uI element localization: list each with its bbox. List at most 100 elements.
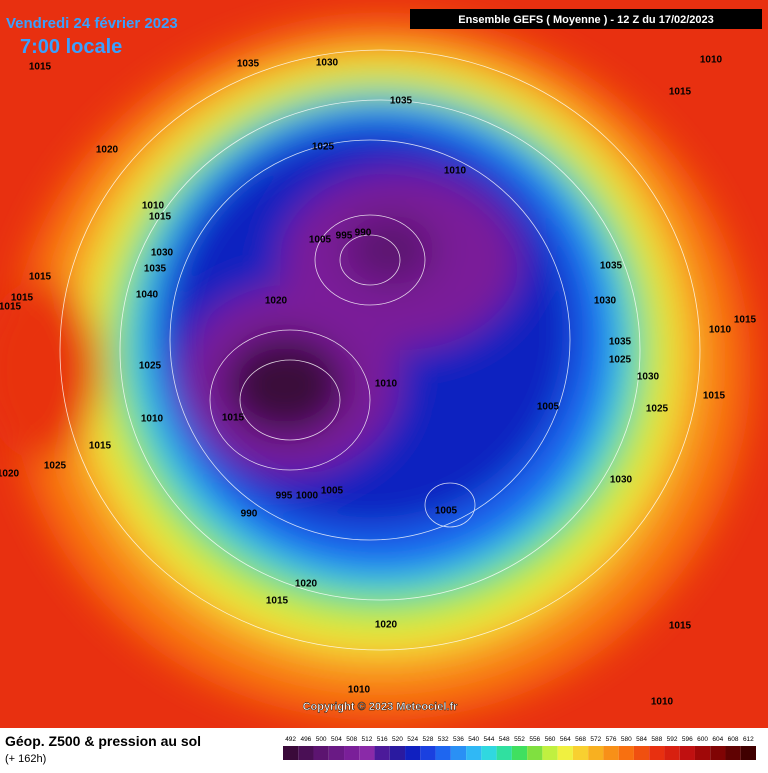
legend-label: 588 bbox=[651, 736, 662, 743]
isobar-label: 990 bbox=[355, 228, 372, 239]
legend-swatch bbox=[466, 746, 482, 760]
legend-label: 496 bbox=[300, 736, 311, 743]
legend-label: 580 bbox=[621, 736, 632, 743]
legend-label: 564 bbox=[560, 736, 571, 743]
legend-swatch bbox=[420, 746, 436, 760]
isobar-label: 1035 bbox=[600, 261, 623, 272]
isobar-label: 1010 bbox=[709, 325, 732, 336]
legend-label: 568 bbox=[575, 736, 586, 743]
legend-label: 560 bbox=[545, 736, 556, 743]
legend-swatch bbox=[618, 746, 634, 760]
legend-label: 528 bbox=[423, 736, 434, 743]
legend-label: 504 bbox=[331, 736, 342, 743]
isobar-label: 1010 bbox=[700, 55, 723, 66]
legend-swatch bbox=[283, 746, 299, 760]
legend-swatch bbox=[389, 746, 406, 760]
legend-label: 500 bbox=[316, 736, 327, 743]
isobar-label: 1010 bbox=[375, 379, 398, 390]
legend-label: 544 bbox=[484, 736, 495, 743]
geopotential-field bbox=[0, 0, 768, 728]
legend-label: 532 bbox=[438, 736, 449, 743]
legend-label: 576 bbox=[606, 736, 617, 743]
legend-label: 572 bbox=[590, 736, 601, 743]
legend-swatch bbox=[557, 746, 573, 760]
legend-swatch bbox=[633, 746, 650, 760]
isobar-label: 1015 bbox=[149, 212, 172, 223]
legend-swatch bbox=[710, 746, 726, 760]
legend-swatch bbox=[511, 746, 528, 760]
isobar-label: 1015 bbox=[11, 293, 34, 304]
isobar-label: 1020 bbox=[0, 469, 20, 480]
legend-swatch bbox=[694, 746, 711, 760]
legend-label: 552 bbox=[514, 736, 525, 743]
legend-label: 540 bbox=[468, 736, 479, 743]
legend-label: 608 bbox=[728, 736, 739, 743]
legend-label: 516 bbox=[377, 736, 388, 743]
isobar-label: 1015 bbox=[0, 302, 22, 313]
isobar-label: 1035 bbox=[609, 337, 632, 348]
isobar-label: 1015 bbox=[703, 391, 726, 402]
isobar-label: 1040 bbox=[136, 290, 159, 301]
legend-swatch bbox=[435, 746, 451, 760]
isobar-label: 1005 bbox=[537, 402, 560, 413]
isobar-label: 1005 bbox=[321, 486, 344, 497]
legend-swatch bbox=[374, 746, 390, 760]
isobar-label: 1020 bbox=[96, 145, 119, 156]
legend-swatch bbox=[496, 746, 512, 760]
isobar-label: 1020 bbox=[295, 579, 318, 590]
isobar-label: 1025 bbox=[139, 361, 162, 372]
legend-swatch bbox=[542, 746, 558, 760]
isobar-label: 1015 bbox=[89, 441, 112, 452]
legend-label: 548 bbox=[499, 736, 510, 743]
legend-swatch bbox=[603, 746, 619, 760]
isobar-label: 1005 bbox=[435, 506, 458, 517]
legend-label: 492 bbox=[285, 736, 296, 743]
isobar-label: 1035 bbox=[237, 59, 260, 70]
legend-label: 512 bbox=[361, 736, 372, 743]
legend-swatch bbox=[725, 746, 741, 760]
legend-label: 584 bbox=[636, 736, 647, 743]
isobar-label: 1015 bbox=[669, 621, 692, 632]
legend-swatch bbox=[313, 746, 329, 760]
legend-label: 536 bbox=[453, 736, 464, 743]
isobar-label: 1015 bbox=[222, 413, 245, 424]
isobar-label: 1030 bbox=[610, 475, 633, 486]
legend-swatch bbox=[572, 746, 589, 760]
isobar-label: 1030 bbox=[316, 58, 339, 69]
legend-label: 604 bbox=[712, 736, 723, 743]
legend-label: 524 bbox=[407, 736, 418, 743]
legend-swatch bbox=[679, 746, 695, 760]
copyright: Copyright © 2023 Meteociel.fr bbox=[303, 701, 459, 713]
isobar-label: 1010 bbox=[141, 414, 164, 425]
isobar-label: 1015 bbox=[266, 596, 289, 607]
isobar-label: 1015 bbox=[29, 272, 52, 283]
isobar-label: 995 bbox=[336, 231, 353, 242]
legend-label: 556 bbox=[529, 736, 540, 743]
legend-label: 508 bbox=[346, 736, 357, 743]
isobar-label: 1015 bbox=[734, 315, 757, 326]
legend-label: 592 bbox=[667, 736, 678, 743]
legend-swatch bbox=[649, 746, 665, 760]
legend-label: 612 bbox=[743, 736, 754, 743]
legend-swatch bbox=[588, 746, 604, 760]
legend-swatch bbox=[359, 746, 375, 760]
legend-swatch bbox=[740, 746, 756, 760]
footer-title: Géop. Z500 & pression au sol bbox=[5, 733, 201, 749]
legend-swatch bbox=[450, 746, 467, 760]
isobar-label: 1020 bbox=[265, 296, 288, 307]
model-box bbox=[410, 9, 762, 29]
isobar-label: 1000 bbox=[296, 491, 319, 502]
isobar-label: 1025 bbox=[646, 404, 669, 415]
legend-label: 600 bbox=[697, 736, 708, 743]
isobar-label: 1010 bbox=[142, 201, 165, 212]
time: 7:00 locale bbox=[20, 36, 122, 58]
isobar-label: 990 bbox=[241, 509, 258, 520]
isobar-label: 1005 bbox=[309, 235, 332, 246]
legend-label: 596 bbox=[682, 736, 693, 743]
isobar-label: 1030 bbox=[594, 296, 617, 307]
legend-label: 520 bbox=[392, 736, 403, 743]
legend-swatch bbox=[344, 746, 360, 760]
isobar-label: 1025 bbox=[609, 355, 632, 366]
isobar-label: 1015 bbox=[29, 62, 52, 73]
